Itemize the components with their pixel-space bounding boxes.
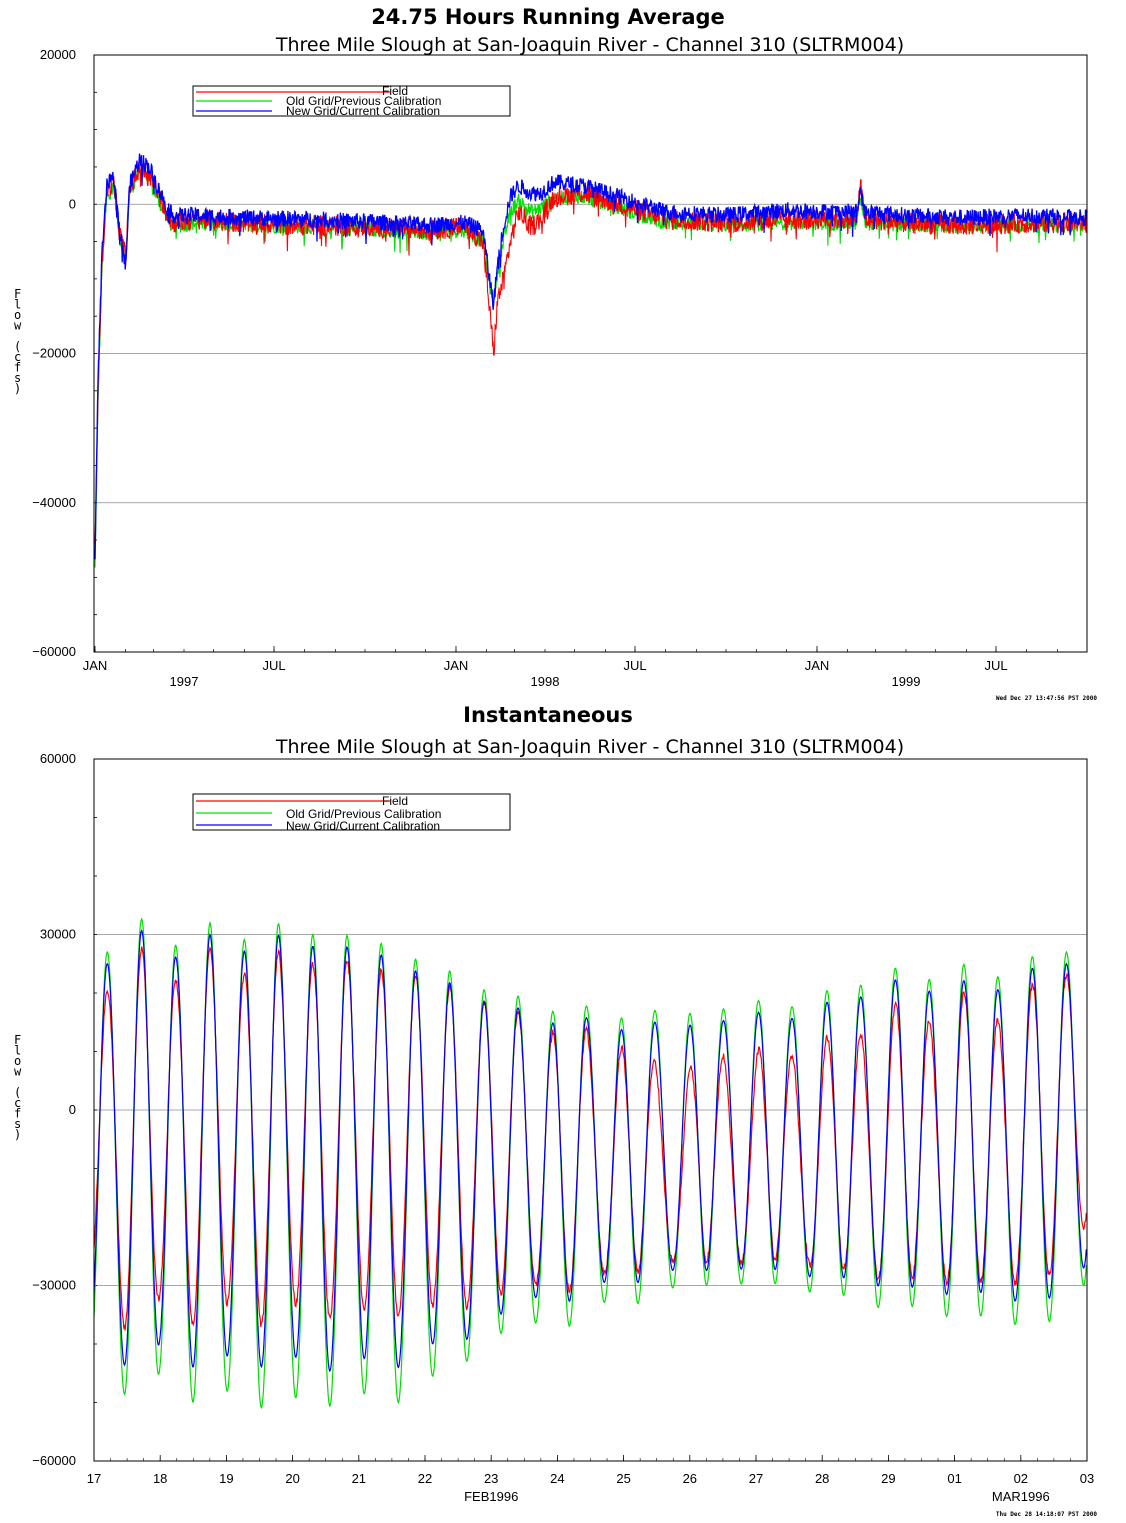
chart-2-x-tick-label-01-13: 01 xyxy=(947,1471,961,1486)
chart-2-y-tick-label-30000: 30000 xyxy=(40,927,76,942)
chart-2-x-tick-label-24-7: 24 xyxy=(550,1471,564,1486)
chart-1-x-tick-label-jul-5: JUL xyxy=(984,658,1007,673)
chart-1-series-line-field xyxy=(94,160,1088,544)
chart-1-y-tick-label-20000: −20000 xyxy=(32,346,76,361)
chart-2-legend: Field Old Grid/Previous Calibration New … xyxy=(192,793,511,833)
chart-2-x-tick-label-23-6: 23 xyxy=(484,1471,498,1486)
chart-2-y-tick-label-60000: −60000 xyxy=(32,1453,76,1468)
chart-2-month-label-mar1996: MAR1996 xyxy=(992,1489,1050,1504)
chart-2-x-tick-label-26-9: 26 xyxy=(683,1471,697,1486)
chart-2-x-tick-label-18-1: 18 xyxy=(153,1471,167,1486)
chart-1-series xyxy=(94,153,1088,568)
chart-2-legend-box xyxy=(192,793,511,831)
chart-1-y-tick-label-20000: 20000 xyxy=(40,47,76,62)
chart-1: 24.75 Hours Running Average Three Mile S… xyxy=(14,5,1097,702)
chart-1-timestamp: Wed Dec 27 13:47:56 PST 2000 xyxy=(996,695,1098,702)
chart-1-legend-label-old-grid: Old Grid/Previous Calibration xyxy=(286,94,441,108)
chart-2: Instantaneous Three Mile Slough at San-J… xyxy=(14,703,1097,1518)
chart-2-y-tick-label-0: 0 xyxy=(69,1102,76,1117)
chart-2-month-label-feb1996: FEB1996 xyxy=(464,1489,518,1504)
chart-2-x-tick-label-02-14: 02 xyxy=(1014,1471,1028,1486)
chart-2-x-tick-label-28-11: 28 xyxy=(815,1471,829,1486)
chart-2-series-line-new-grid-current-calibration xyxy=(93,929,1087,1373)
chart-2-x-tick-label-19-2: 19 xyxy=(219,1471,233,1486)
chart-1-x-tick-label-jan-2: JAN xyxy=(444,658,469,673)
chart-1-subtitle: Three Mile Slough at San-Joaquin River -… xyxy=(275,34,904,56)
chart-1-y-tick-label-0: 0 xyxy=(69,196,76,211)
chart-2-subtitle: Three Mile Slough at San-Joaquin River -… xyxy=(275,736,904,758)
chart-1-x-tick-label-jul-1: JUL xyxy=(262,658,285,673)
chart-2-series xyxy=(93,917,1087,1410)
chart-2-title: Instantaneous xyxy=(463,703,633,727)
chart-2-x-tick-label-29-12: 29 xyxy=(881,1471,895,1486)
chart-2-series-line-old-grid-previous-calibration xyxy=(93,917,1087,1410)
chart-2-x-ticks: 17 18 19 20 21 22 23 24 25 26 27 28 29 01 02 03 FEB1996 M… xyxy=(87,1455,1094,1504)
chart-1-year-label-1998: 1998 xyxy=(531,674,560,689)
chart-2-legend-label-new-grid: New Grid/Current Calibration xyxy=(286,819,440,833)
chart-1-x-tick-label-jan-4: JAN xyxy=(805,658,830,673)
chart-1-y-tick-label-40000: −40000 xyxy=(32,495,76,510)
chart-1-legend-label-new-grid: New Grid/Current Calibration xyxy=(286,104,440,118)
chart-2-legend-label-field: Field xyxy=(382,794,408,808)
chart-2-x-tick-label-25-8: 25 xyxy=(616,1471,630,1486)
chart-2-x-tick-label-03-15: 03 xyxy=(1080,1471,1094,1486)
chart-2-legend-label-old-grid: Old Grid/Previous Calibration xyxy=(286,807,441,821)
chart-2-y-ticks: 60000 30000 0 −30000 −60000 xyxy=(32,751,97,1468)
chart-2-x-tick-label-17-0: 17 xyxy=(87,1471,101,1486)
chart-2-y-tick-label-60000: 60000 xyxy=(40,751,76,766)
chart-2-y-tick-label-30000: −30000 xyxy=(32,1278,76,1293)
chart-1-x-tick-label-jan-0: JAN xyxy=(83,658,108,673)
chart-2-x-tick-label-20-3: 20 xyxy=(285,1471,299,1486)
chart-1-title: 24.75 Hours Running Average xyxy=(371,5,725,29)
chart-2-timestamp: Thu Dec 28 14:18:07 PST 2000 xyxy=(996,1511,1098,1518)
chart-1-legend-label-field: Field xyxy=(382,84,408,98)
chart-1-y-tick-label-60000: −60000 xyxy=(32,644,76,659)
chart-1-year-label-1997: 1997 xyxy=(170,674,199,689)
chart-1-year-label-1999: 1999 xyxy=(892,674,921,689)
chart-2-plot-frame xyxy=(93,758,1088,1462)
chart-2-x-tick-label-22-5: 22 xyxy=(418,1471,432,1486)
chart-1-gridlines xyxy=(94,203,1087,504)
chart-2-x-tick-label-21-4: 21 xyxy=(352,1471,366,1486)
chart-2-x-tick-label-27-10: 27 xyxy=(749,1471,763,1486)
chart-1-legend: Field Old Grid/Previous Calibration New … xyxy=(192,84,511,118)
chart-1-x-tick-label-jul-3: JUL xyxy=(623,658,646,673)
chart-2-gridlines xyxy=(94,934,1087,1286)
chart-1-series-line-new-grid-current-calibration xyxy=(94,153,1088,560)
chart-1-x-ticks: JAN JUL JAN JUL JAN JUL 1997 1998 1999 xyxy=(83,646,1088,689)
chart-1-plot-frame xyxy=(93,54,1088,653)
chart-1-y-ticks: 20000 0 −20000 −40000 −60000 xyxy=(32,47,97,659)
